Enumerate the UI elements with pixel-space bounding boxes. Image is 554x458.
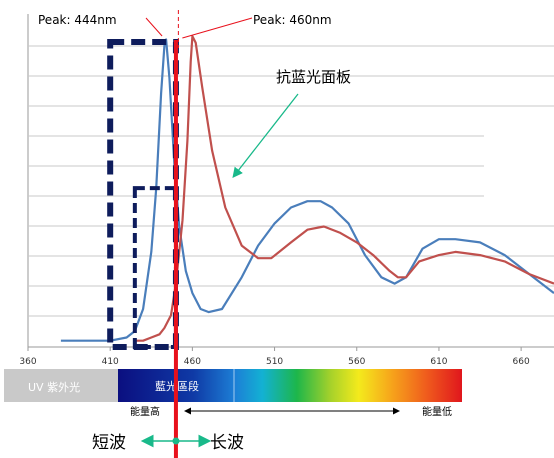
long-wave-label: 长波 [210,433,244,453]
short-wave-label: 短波 [92,433,126,453]
energy-low-label: 能量低 [422,405,452,418]
energy-scale: 能量高 能量低 [130,405,452,418]
panel-annotation: 抗蓝光面板 [232,68,351,179]
plot-area: 360 410 460 510 560 610 660 [19,14,554,367]
energy-high-label: 能量高 [130,405,160,418]
peak-pointer-444 [145,17,163,37]
boundary-dot [172,437,180,445]
peak-label-444: Peak: 444nm [38,13,117,27]
panel-arrow [232,93,299,179]
x-tick-labels: 360 410 460 510 560 610 660 [19,347,530,367]
wavelength-boundary: 短波 长波 [92,40,244,458]
peak-pointer-460 [182,17,253,39]
peak-label-460: Peak: 460nm [253,13,332,27]
peak-annotations: Peak: 444nm Peak: 460nm [38,10,332,48]
x-tick-label: 410 [102,357,119,367]
x-tick-label: 660 [513,357,530,367]
uv-segment [4,369,118,402]
uv-label: UV 紫外光 [28,380,80,394]
spectrum-bar: UV 紫外光 藍光區段 [4,369,462,402]
x-tick-label: 560 [348,357,365,367]
outer-dashed-box [107,39,179,350]
x-tick-label: 610 [430,357,447,367]
x-tick-label: 360 [19,357,36,367]
series-line-1 [60,38,554,342]
x-tick-label: 460 [184,357,201,367]
panel-label: 抗蓝光面板 [276,68,351,86]
gridlines [28,45,554,317]
blue-light-boxes [107,39,179,350]
x-tick-label: 510 [266,357,283,367]
